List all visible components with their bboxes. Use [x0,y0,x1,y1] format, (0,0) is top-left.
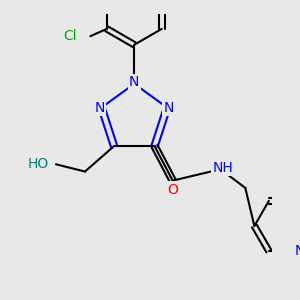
Text: O: O [167,183,178,197]
Text: N: N [164,100,174,115]
Text: HO: HO [27,157,49,171]
Text: NH: NH [213,161,233,175]
Text: Cl: Cl [63,29,77,43]
Text: N: N [129,75,140,89]
Text: N: N [295,244,300,258]
Text: N: N [94,100,105,115]
